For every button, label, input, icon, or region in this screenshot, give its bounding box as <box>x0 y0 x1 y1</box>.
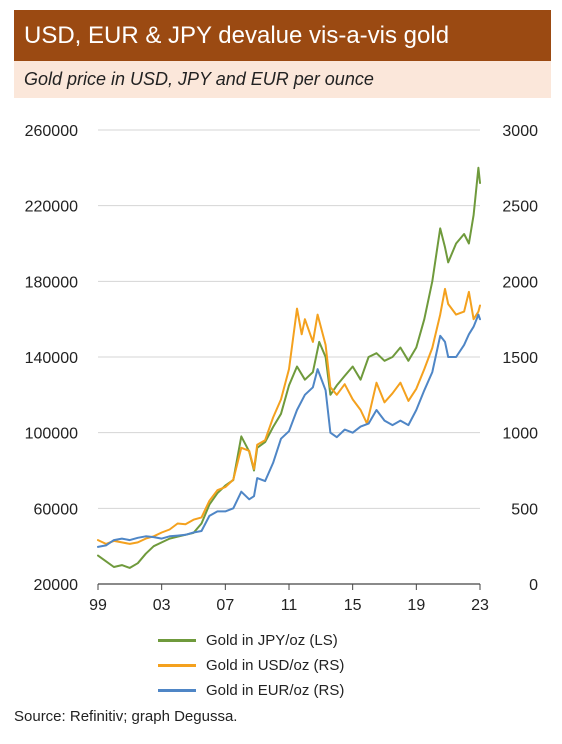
legend-swatch-jpy <box>158 639 196 642</box>
x-tick-label: 19 <box>407 597 425 614</box>
y-right-tick-label: 1000 <box>502 426 538 443</box>
legend-item-usd: Gold in USD/oz (RS) <box>158 653 344 678</box>
y-left-tick-label: 60000 <box>34 501 79 518</box>
y-left-tick-label: 100000 <box>25 426 78 443</box>
y-left-tick-label: 220000 <box>25 199 78 216</box>
legend-swatch-eur <box>158 689 196 692</box>
y-right-tick-label: 3000 <box>502 123 538 140</box>
y-left-tick-label: 180000 <box>25 274 78 291</box>
x-tick-label: 07 <box>216 597 234 614</box>
legend-item-eur: Gold in EUR/oz (RS) <box>158 678 344 703</box>
y-right-tick-label: 2000 <box>502 274 538 291</box>
series-line-jpy <box>97 166 481 569</box>
y-left-tick-label: 260000 <box>25 123 78 140</box>
y-left-tick-label: 140000 <box>25 350 78 367</box>
y-right-tick-label: 1500 <box>502 350 538 367</box>
line-chart: 2000060000100000140000180000220000260000… <box>25 123 538 614</box>
y-right-tick-label: 0 <box>529 577 538 594</box>
y-right-tick-label: 500 <box>511 501 538 518</box>
series-line-usd <box>97 287 481 545</box>
y-left-tick-label: 20000 <box>34 577 79 594</box>
legend-item-jpy: Gold in JPY/oz (LS) <box>158 628 344 653</box>
legend-label-jpy: Gold in JPY/oz (LS) <box>206 632 338 649</box>
legend-swatch-usd <box>158 664 196 667</box>
source-note: Source: Refinitiv; graph Degussa. <box>14 708 238 725</box>
x-tick-label: 23 <box>471 597 489 614</box>
x-tick-label: 03 <box>153 597 171 614</box>
chart-legend: Gold in JPY/oz (LS) Gold in USD/oz (RS) … <box>158 628 344 703</box>
x-tick-label: 15 <box>344 597 362 614</box>
series-line-eur <box>97 313 481 548</box>
legend-label-eur: Gold in EUR/oz (RS) <box>206 682 345 699</box>
chart-subtitle: Gold price in USD, JPY and EUR per ounce <box>14 61 551 98</box>
x-tick-label: 99 <box>89 597 107 614</box>
x-tick-label: 11 <box>281 597 298 614</box>
chart-title: USD, EUR & JPY devalue vis-a-vis gold <box>14 10 551 61</box>
legend-label-usd: Gold in USD/oz (RS) <box>206 657 345 674</box>
y-right-tick-label: 2500 <box>502 199 538 216</box>
